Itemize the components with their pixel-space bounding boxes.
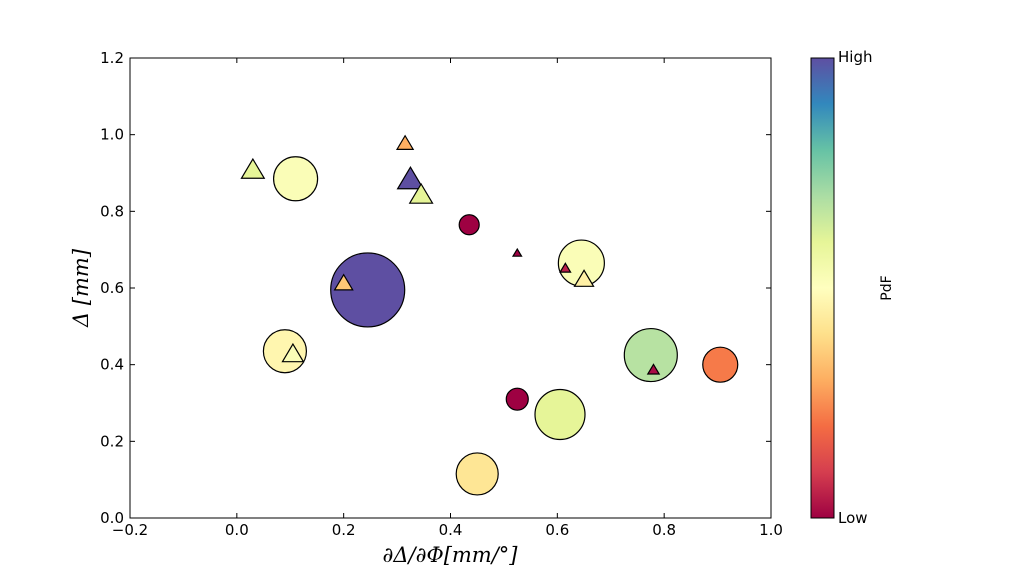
triangle-point <box>408 182 434 204</box>
x-axis-title: ∂Δ/∂Φ[mm/°] <box>383 543 519 567</box>
colorbar-title: PdF <box>879 275 895 300</box>
triangle-point <box>281 342 305 363</box>
colorbar-low-label: Low <box>838 509 868 527</box>
y-tick-label: 0.6 <box>100 279 124 297</box>
y-tick-label: 1.0 <box>100 126 124 144</box>
y-tick-label: 0.2 <box>100 432 124 450</box>
triangle-point <box>559 262 572 273</box>
y-tick-label: 0.4 <box>100 356 124 374</box>
x-tick-label: 0.0 <box>225 521 249 539</box>
y-tick-label: 0.8 <box>100 202 124 220</box>
markers <box>240 134 739 496</box>
plot-area <box>129 57 772 519</box>
x-tick-label: 0.2 <box>332 521 356 539</box>
triangle-point <box>240 157 266 179</box>
circle-point <box>505 387 529 411</box>
colorbar: High Low PdF <box>810 48 895 527</box>
triangle-point <box>573 269 595 287</box>
circle-point <box>262 329 308 374</box>
colorbar-gradient <box>810 57 835 519</box>
circle-point <box>458 214 480 236</box>
triangle-point <box>396 165 425 190</box>
y-axis-title: Δ [mm] <box>69 248 93 328</box>
colorbar-high-label: High <box>838 48 872 66</box>
x-tick-label: 0.4 <box>439 521 463 539</box>
y-axis: 0.0 0.2 0.4 0.6 0.8 1.0 1.2 <box>100 49 771 527</box>
circle-point <box>702 346 739 383</box>
triangle-point <box>511 247 523 257</box>
circle-point <box>272 156 319 202</box>
y-tick-label: 1.2 <box>100 49 124 67</box>
x-axis: −0.2 0.0 0.2 0.4 0.6 0.8 1.0 <box>112 58 783 539</box>
circle-point <box>455 452 499 496</box>
circle-point <box>623 327 678 383</box>
triangle-point <box>333 273 354 291</box>
x-tick-label: 0.8 <box>652 521 676 539</box>
circle-point <box>534 388 586 441</box>
circle-point <box>330 252 406 328</box>
triangle-point <box>646 363 661 375</box>
x-tick-label: 0.6 <box>545 521 569 539</box>
y-tick-label: 0.0 <box>100 509 124 527</box>
x-tick-label: −0.2 <box>112 521 148 539</box>
x-tick-label: 1.0 <box>759 521 783 539</box>
triangle-point <box>395 134 415 150</box>
